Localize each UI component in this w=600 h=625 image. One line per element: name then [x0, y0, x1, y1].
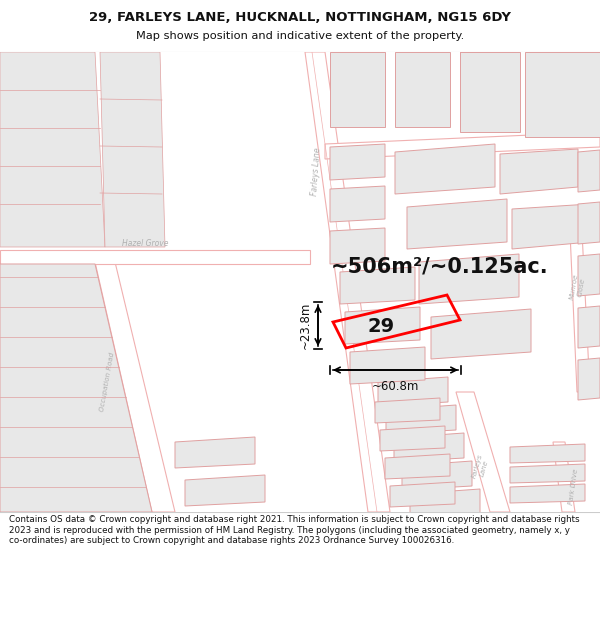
Polygon shape [0, 264, 152, 512]
Polygon shape [407, 199, 507, 249]
Polygon shape [390, 482, 455, 507]
Polygon shape [570, 232, 590, 392]
Polygon shape [512, 204, 590, 249]
Polygon shape [386, 405, 456, 434]
Polygon shape [460, 52, 520, 132]
Text: Contains OS data © Crown copyright and database right 2021. This information is : Contains OS data © Crown copyright and d… [9, 516, 580, 545]
Polygon shape [578, 306, 600, 348]
Polygon shape [330, 52, 385, 127]
Text: 29, FARLEYS LANE, HUCKNALL, NOTTINGHAM, NG15 6DY: 29, FARLEYS LANE, HUCKNALL, NOTTINGHAM, … [89, 11, 511, 24]
Text: 29: 29 [368, 317, 395, 336]
Polygon shape [100, 52, 165, 247]
Polygon shape [350, 347, 425, 384]
Polygon shape [431, 309, 531, 359]
Text: ~506m²/~0.125ac.: ~506m²/~0.125ac. [331, 257, 549, 277]
Polygon shape [185, 475, 265, 506]
Polygon shape [378, 377, 448, 406]
Polygon shape [578, 202, 600, 244]
Polygon shape [410, 489, 480, 518]
Polygon shape [175, 437, 255, 468]
Polygon shape [0, 250, 310, 264]
Polygon shape [340, 267, 415, 304]
Polygon shape [510, 484, 585, 503]
Polygon shape [402, 461, 472, 490]
Polygon shape [578, 254, 600, 296]
Polygon shape [578, 358, 600, 400]
Polygon shape [330, 228, 385, 264]
Text: ~60.8m: ~60.8m [372, 380, 419, 393]
Text: Farleys
Lane: Farleys Lane [471, 453, 491, 481]
Polygon shape [330, 186, 385, 222]
Polygon shape [510, 444, 585, 463]
Text: Map shows position and indicative extent of the property.: Map shows position and indicative extent… [136, 31, 464, 41]
Polygon shape [325, 132, 600, 159]
Polygon shape [419, 254, 519, 304]
Text: Park Drive: Park Drive [569, 469, 580, 506]
Polygon shape [330, 144, 385, 180]
Text: Hazel Grove: Hazel Grove [122, 239, 168, 248]
Polygon shape [456, 392, 510, 512]
Polygon shape [305, 52, 390, 512]
Polygon shape [553, 442, 575, 512]
Polygon shape [0, 52, 105, 247]
Polygon shape [525, 52, 600, 137]
Text: Occupation Road: Occupation Road [99, 352, 115, 412]
Text: Farleys Lane: Farleys Lane [310, 148, 322, 196]
Polygon shape [385, 454, 450, 479]
Polygon shape [460, 52, 515, 127]
Polygon shape [510, 464, 585, 483]
Polygon shape [500, 149, 578, 194]
Polygon shape [394, 433, 464, 462]
Polygon shape [375, 398, 440, 423]
Polygon shape [578, 150, 600, 192]
Text: ~23.8m: ~23.8m [299, 302, 312, 349]
Polygon shape [380, 426, 445, 451]
Polygon shape [395, 144, 495, 194]
Polygon shape [395, 52, 450, 127]
Text: Munroe
Close: Munroe Close [569, 273, 587, 301]
Polygon shape [345, 307, 420, 344]
Polygon shape [95, 262, 175, 512]
